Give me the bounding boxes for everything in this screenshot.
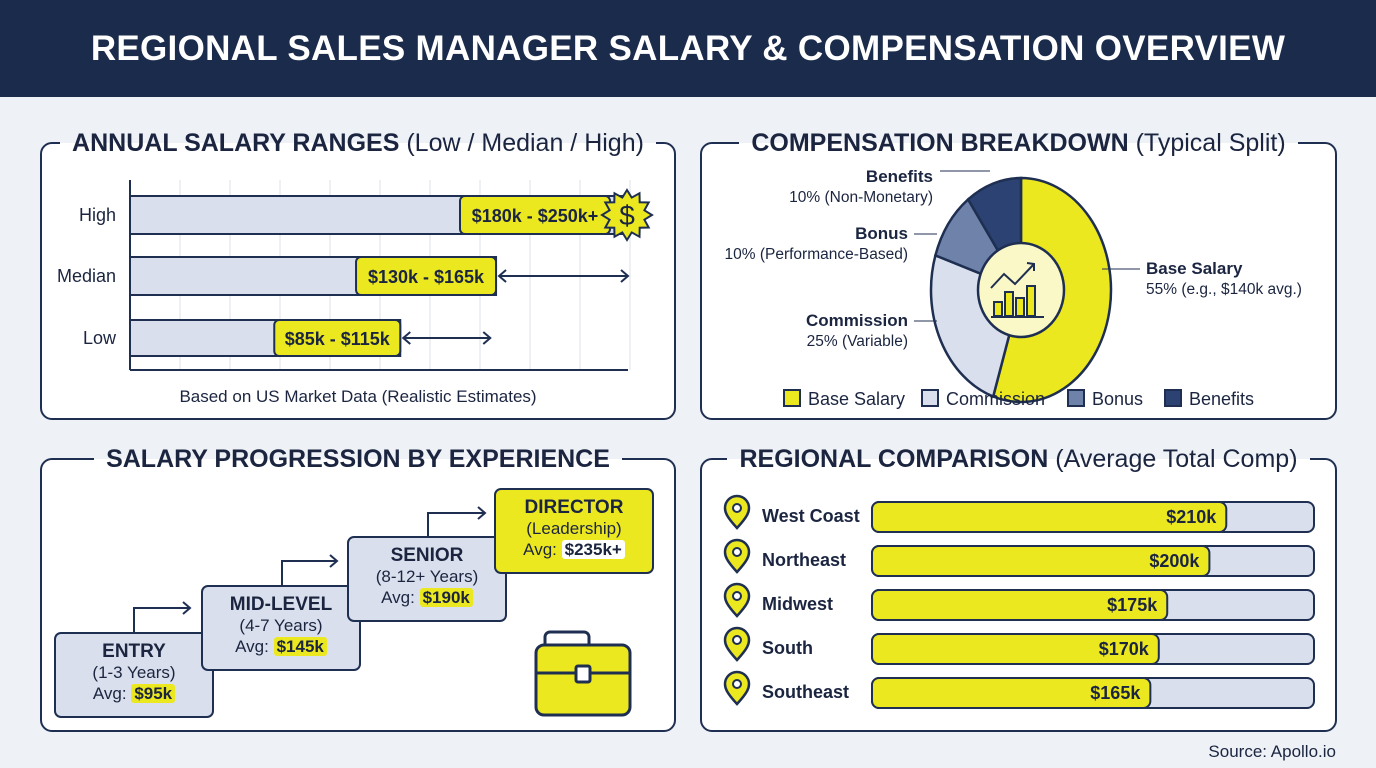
- range-label: $180k - $250k+: [472, 206, 599, 226]
- legend-swatch: [921, 389, 939, 407]
- panel-subtitle: (Typical Split): [1135, 129, 1286, 157]
- avg-label: Avg:: [92, 684, 127, 703]
- range-label: $130k - $165k: [368, 267, 485, 287]
- panel-subtitle: (Average Total Comp): [1055, 445, 1298, 473]
- level-card: MID-LEVEL (4-7 Years) Avg: $145k: [201, 585, 361, 671]
- level-years: (8-12+ Years): [375, 567, 479, 586]
- region-label: Southeast: [762, 682, 849, 702]
- level-years: (Leadership): [526, 519, 622, 538]
- level-avg: $190k: [419, 588, 473, 607]
- chart-note: Based on US Market Data (Realistic Estim…: [179, 387, 537, 406]
- level-name: DIRECTOR: [524, 497, 624, 518]
- bar-fill: [871, 545, 1211, 577]
- regional-bar-chart: West Coast $210k Northeast $200k Midwest $175…: [723, 494, 1315, 709]
- range-label-box: [273, 319, 402, 357]
- legend-swatch: [1164, 389, 1182, 407]
- legend-label: Bonus: [1092, 389, 1143, 409]
- range-arrow: [497, 269, 630, 283]
- map-pin-icon: [723, 626, 751, 662]
- region-label: West Coast: [762, 506, 860, 526]
- level-name: SENIOR: [390, 545, 464, 566]
- level-card: DIRECTOR (Leadership) Avg: $235k+: [494, 488, 654, 574]
- map-pin-icon: [723, 670, 751, 706]
- legend-label: Commission: [946, 389, 1045, 409]
- level-avg: $95k: [131, 684, 176, 703]
- map-pin-icon: [723, 538, 751, 574]
- region-label: South: [762, 638, 813, 658]
- region-label: Northeast: [762, 550, 846, 570]
- compensation-breakdown-panel: COMPENSATION BREAKDOWN (Typical Split) B…: [700, 128, 1337, 420]
- bar-value-label: $210k: [1166, 507, 1217, 527]
- salary-ranges-panel: ANNUAL SALARY RANGES (Low / Median / Hig…: [40, 128, 676, 420]
- source-credit: Source: Apollo.io: [1208, 742, 1336, 761]
- salary-range-chart: High $180k - $250k+ Median $130k - $165k Low…: [57, 180, 654, 371]
- map-pin-icon: [723, 494, 751, 530]
- panel-title: ANNUAL SALARY RANGES: [72, 129, 400, 157]
- slice-name: Commission: [806, 311, 908, 330]
- range-arrow: [401, 331, 492, 345]
- legend-swatch: [783, 389, 801, 407]
- regional-comparison-panel: REGIONAL COMPARISON (Average Total Comp)…: [700, 444, 1337, 732]
- bar-value-label: $170k: [1099, 639, 1150, 659]
- category-label: Low: [83, 328, 117, 348]
- slice-detail: 10% (Performance-Based): [725, 246, 909, 263]
- legend-label: Benefits: [1189, 389, 1254, 409]
- level-card: SENIOR (8-12+ Years) Avg: $190k: [347, 536, 507, 622]
- range-label-box: [355, 256, 498, 296]
- briefcase-icon: [534, 630, 632, 717]
- panel-title: COMPENSATION BREAKDOWN: [751, 129, 1129, 157]
- level-years: (1-3 Years): [92, 663, 176, 682]
- avg-label: Avg:: [235, 637, 269, 656]
- slice-detail: 55% (e.g., $140k avg.): [1146, 281, 1302, 298]
- slice-name: Benefits: [866, 167, 933, 186]
- growth-chart-icon: [990, 262, 1044, 318]
- slice-detail: 25% (Variable): [807, 333, 908, 350]
- panel-subtitle: (Low / Median / High): [406, 129, 644, 157]
- bar-fill: [871, 589, 1169, 621]
- dollar-badge-icon: $: [600, 188, 654, 242]
- svg-text:$: $: [619, 200, 635, 231]
- bar-value-label: $175k: [1107, 595, 1158, 615]
- legend-swatch: [1067, 389, 1085, 407]
- compensation-donut-chart: Base Salary 55% (e.g., $140k avg.) Commiss…: [725, 167, 1302, 409]
- panel-title: REGIONAL COMPARISON: [739, 445, 1049, 473]
- level-name: MID-LEVEL: [229, 594, 333, 615]
- map-pin-icon: [723, 582, 751, 618]
- bar-fill: [871, 633, 1160, 665]
- category-label: Median: [57, 266, 116, 286]
- avg-label: Avg:: [381, 588, 415, 607]
- level-avg: $145k: [273, 637, 327, 656]
- category-label: High: [79, 205, 116, 225]
- slice-name: Base Salary: [1146, 259, 1243, 278]
- avg-label: Avg:: [523, 540, 557, 559]
- bar-fill: [871, 501, 1228, 533]
- header: REGIONAL SALES MANAGER SALARY & COMPENSA…: [0, 0, 1376, 97]
- slice-name: Bonus: [855, 224, 908, 243]
- level-name: ENTRY: [102, 641, 166, 662]
- panel-title: SALARY PROGRESSION BY EXPERIENCE: [106, 445, 610, 473]
- region-label: Midwest: [762, 594, 833, 614]
- bar-value-label: $165k: [1090, 683, 1141, 703]
- page-title: REGIONAL SALES MANAGER SALARY & COMPENSA…: [90, 28, 1286, 68]
- slice-detail: 10% (Non-Monetary): [789, 189, 933, 206]
- level-avg: $235k+: [561, 540, 625, 559]
- bar-fill: [871, 677, 1152, 709]
- bar-value-label: $200k: [1149, 551, 1200, 571]
- legend-label: Base Salary: [808, 389, 905, 409]
- level-years: (4-7 Years): [239, 616, 323, 635]
- salary-progression-panel: SALARY PROGRESSION BY EXPERIENCE ENTRY (1…: [40, 444, 676, 732]
- pie-center: [976, 241, 1066, 339]
- range-label: $85k - $115k: [285, 329, 391, 349]
- level-card: ENTRY (1-3 Years) Avg: $95k: [54, 632, 214, 718]
- step-arrows: [133, 506, 632, 717]
